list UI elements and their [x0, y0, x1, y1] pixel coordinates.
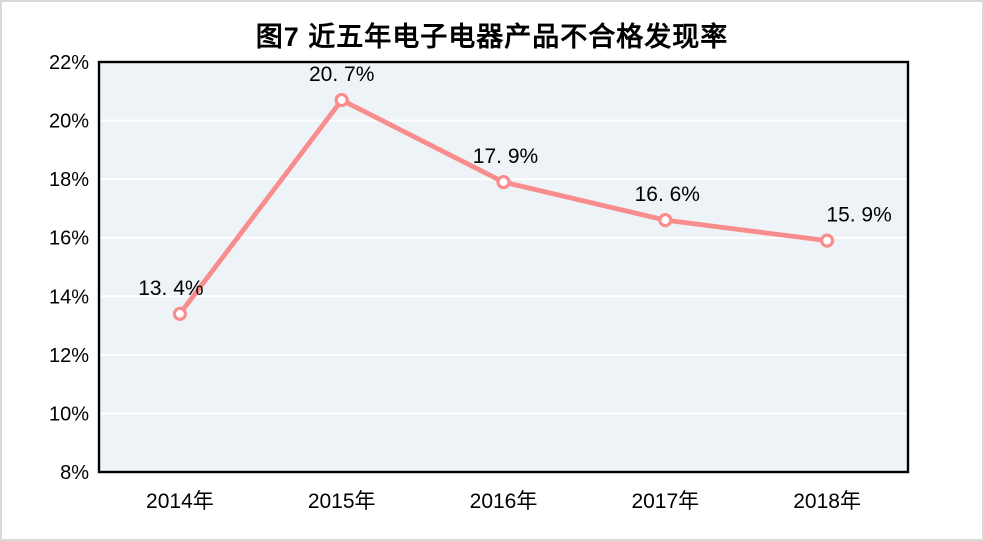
y-axis-tick-label: 16%	[49, 228, 89, 250]
data-point-label: 20. 7%	[309, 63, 374, 86]
plot-area	[99, 62, 908, 472]
data-point-marker	[658, 213, 673, 228]
y-axis-tick-label: 8%	[60, 462, 89, 484]
y-axis-tick-label: 18%	[49, 169, 89, 191]
y-axis-tick-label: 14%	[49, 286, 89, 308]
x-axis-tick-label: 2016年	[470, 490, 538, 513]
y-axis-tick-label: 10%	[49, 403, 89, 425]
data-point-label: 15. 9%	[826, 204, 891, 227]
data-point-marker	[334, 92, 349, 108]
x-axis-tick-label: 2018年	[793, 490, 861, 513]
plot-border	[97, 60, 910, 474]
y-axis-tick-label: 20%	[49, 111, 89, 133]
data-point-marker	[496, 174, 511, 190]
data-point-label: 16. 6%	[635, 183, 700, 206]
data-point-marker	[172, 306, 187, 321]
data-point-label: 13. 4%	[138, 277, 203, 300]
data-point-marker	[819, 233, 835, 248]
data-point-label: 17. 9%	[473, 145, 538, 168]
y-axis-tick-label: 22%	[49, 52, 89, 74]
x-axis-tick-label: 2015年	[308, 490, 376, 513]
x-axis-tick-label: 2017年	[631, 490, 699, 513]
chart-title: 图7 近五年电子电器产品不合格发现率	[255, 22, 729, 52]
y-axis-tick-label: 12%	[49, 345, 89, 367]
x-axis-tick-label: 2014年	[146, 490, 214, 513]
